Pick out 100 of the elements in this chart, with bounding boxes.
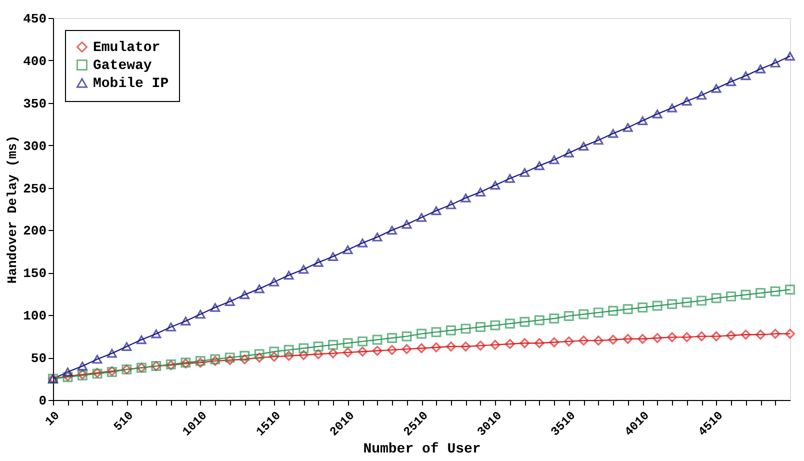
point xyxy=(740,330,751,340)
point xyxy=(195,310,206,319)
point xyxy=(622,334,633,344)
point xyxy=(224,297,235,306)
point xyxy=(446,200,456,210)
point xyxy=(254,349,264,360)
point xyxy=(520,338,530,348)
x-axis-title: Number of User xyxy=(363,442,481,458)
point xyxy=(711,293,722,304)
y-tick-label: 50 xyxy=(30,351,47,366)
point xyxy=(638,116,648,126)
point xyxy=(224,352,235,363)
point xyxy=(402,220,412,229)
point xyxy=(475,322,486,332)
point xyxy=(638,334,648,344)
point xyxy=(534,315,544,326)
point xyxy=(446,325,456,336)
y-tick-label: 200 xyxy=(23,224,47,239)
point xyxy=(490,320,500,330)
point xyxy=(652,300,662,311)
point xyxy=(269,346,280,357)
point xyxy=(475,340,486,351)
point xyxy=(520,316,530,327)
point xyxy=(372,346,382,356)
point xyxy=(578,142,589,151)
y-tick-label: 250 xyxy=(23,181,47,196)
y-tick-label: 450 xyxy=(23,12,47,26)
point xyxy=(608,334,618,345)
legend-label: Gateway xyxy=(93,58,152,74)
point xyxy=(254,284,264,294)
point xyxy=(284,270,294,280)
point xyxy=(387,344,398,355)
point xyxy=(534,338,544,348)
point xyxy=(667,299,678,310)
point xyxy=(372,232,382,242)
point xyxy=(726,77,736,86)
point xyxy=(342,245,353,254)
point xyxy=(240,290,250,300)
point xyxy=(92,354,102,364)
point xyxy=(785,284,795,295)
point xyxy=(122,342,132,351)
point xyxy=(342,338,353,348)
point xyxy=(504,174,515,183)
point xyxy=(460,324,471,334)
point xyxy=(490,180,500,190)
point xyxy=(431,327,442,338)
point xyxy=(136,335,146,344)
point xyxy=(756,330,766,340)
point xyxy=(298,264,309,274)
point xyxy=(785,328,795,339)
point xyxy=(770,328,780,339)
point xyxy=(608,129,618,138)
point xyxy=(740,71,751,80)
y-tick-label: 150 xyxy=(23,266,47,282)
point xyxy=(652,110,662,118)
point xyxy=(593,136,604,145)
point xyxy=(431,206,442,216)
point xyxy=(328,348,338,358)
point xyxy=(593,336,604,346)
point xyxy=(358,238,368,248)
point xyxy=(284,344,294,355)
point xyxy=(564,336,574,346)
point xyxy=(446,342,456,352)
point xyxy=(638,302,648,312)
point xyxy=(726,330,736,340)
point xyxy=(254,352,264,363)
point xyxy=(431,342,442,352)
point xyxy=(696,90,707,100)
point xyxy=(549,155,560,164)
point xyxy=(622,123,633,132)
point xyxy=(460,342,471,352)
point xyxy=(313,342,324,352)
legend-label: Mobile IP xyxy=(93,76,169,92)
point xyxy=(269,278,280,286)
point xyxy=(342,347,353,358)
point xyxy=(269,352,280,362)
point xyxy=(416,343,426,354)
point xyxy=(490,340,500,350)
point xyxy=(740,290,751,300)
point xyxy=(460,194,471,202)
point xyxy=(726,291,736,302)
point xyxy=(298,350,309,360)
legend-label: Emulator xyxy=(93,40,160,56)
y-tick-label: 350 xyxy=(23,96,47,112)
point xyxy=(549,314,560,324)
point xyxy=(358,336,368,346)
point xyxy=(358,346,368,357)
point xyxy=(166,322,176,332)
point xyxy=(328,252,338,261)
point xyxy=(328,340,338,350)
point xyxy=(387,333,398,344)
y-tick-label: 0 xyxy=(38,394,47,408)
point xyxy=(652,333,662,344)
point xyxy=(770,58,780,68)
point xyxy=(696,331,707,342)
point xyxy=(224,355,235,366)
y-axis-title: Handover Delay (ms) xyxy=(5,135,20,284)
point xyxy=(387,226,398,235)
point xyxy=(622,304,633,314)
point xyxy=(682,332,692,342)
